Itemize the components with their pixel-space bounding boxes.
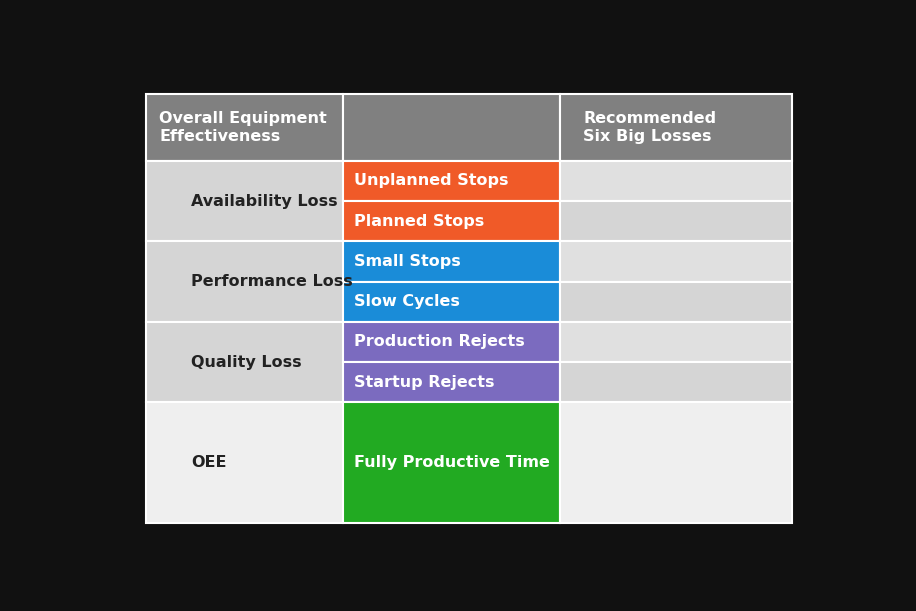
Bar — [560, 362, 792, 402]
Bar — [560, 95, 792, 161]
Bar — [147, 95, 344, 161]
Bar — [344, 201, 560, 241]
Bar — [560, 241, 792, 282]
Text: Unplanned Stops: Unplanned Stops — [354, 174, 508, 188]
Bar — [147, 241, 344, 322]
Text: OEE: OEE — [191, 455, 226, 470]
Bar — [560, 161, 792, 201]
Text: Availability Loss: Availability Loss — [191, 194, 338, 208]
Text: Performance Loss: Performance Loss — [191, 274, 353, 289]
Text: Production Rejects: Production Rejects — [354, 334, 525, 349]
Bar — [344, 362, 560, 402]
Text: Fully Productive Time: Fully Productive Time — [354, 455, 550, 470]
Bar — [560, 402, 792, 522]
Text: Startup Rejects: Startup Rejects — [354, 375, 495, 390]
Bar — [344, 282, 560, 322]
Bar — [147, 161, 344, 241]
Bar — [344, 161, 560, 201]
Bar — [560, 322, 792, 362]
Text: Overall Equipment
Effectiveness: Overall Equipment Effectiveness — [159, 111, 327, 144]
Bar — [344, 402, 560, 522]
Bar — [560, 201, 792, 241]
Text: Quality Loss: Quality Loss — [191, 354, 301, 370]
Bar — [147, 322, 344, 402]
Bar — [344, 241, 560, 282]
Text: Small Stops: Small Stops — [354, 254, 461, 269]
Bar — [344, 95, 560, 161]
Text: Planned Stops: Planned Stops — [354, 214, 485, 229]
Bar — [560, 282, 792, 322]
Bar — [147, 402, 344, 522]
Bar — [344, 322, 560, 362]
Text: Recommended
Six Big Losses: Recommended Six Big Losses — [583, 111, 716, 144]
Text: Slow Cycles: Slow Cycles — [354, 295, 460, 309]
